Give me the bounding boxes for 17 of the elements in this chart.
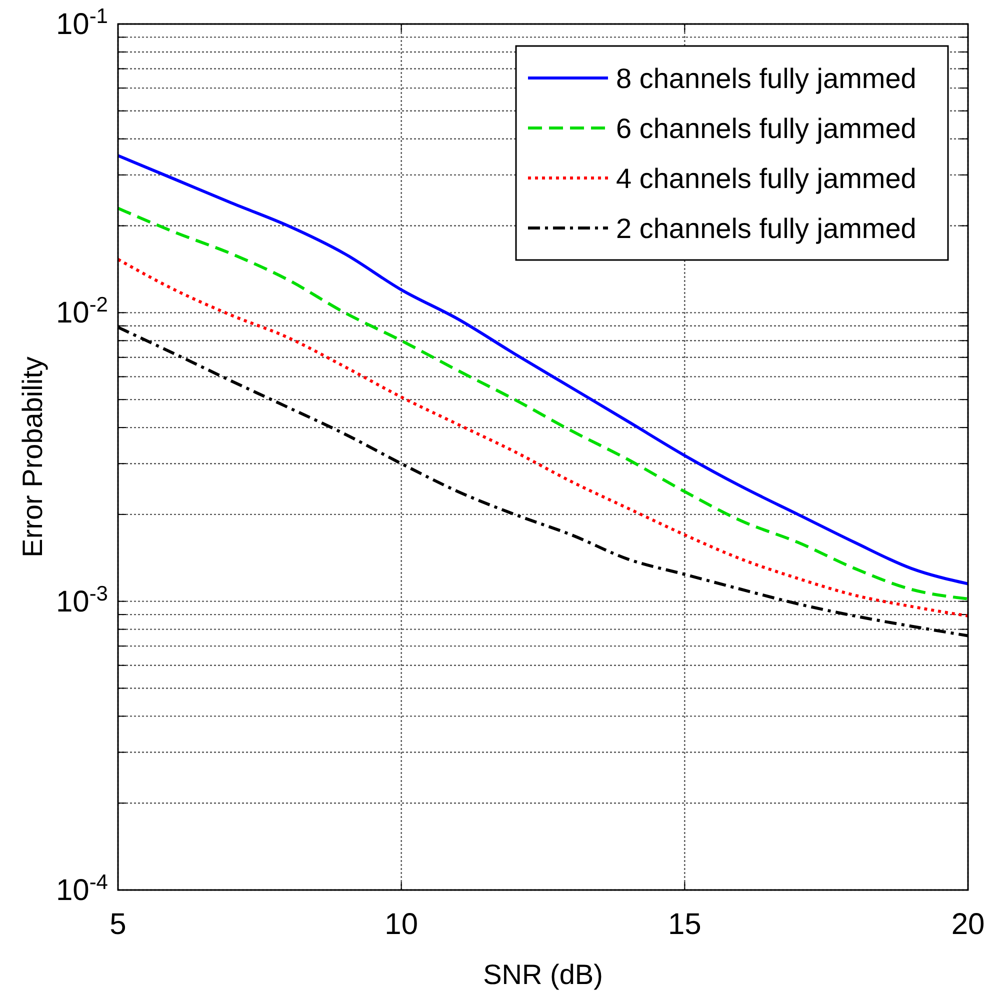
x-tick-label: 15 <box>668 908 702 941</box>
line-series <box>116 206 970 600</box>
legend-label: 8 channels fully jammed <box>616 63 916 94</box>
y-tick-label: 10$^{-1}$ <box>56 4 108 41</box>
line-series <box>116 154 970 586</box>
y-tick-label: 10$^{-3}$ <box>56 582 108 618</box>
legend-label: 6 channels fully jammed <box>616 113 916 144</box>
y-axis-title: Error Probability <box>17 356 48 558</box>
line-series <box>116 258 970 618</box>
x-tick-label: 10 <box>384 908 418 941</box>
x-tick-label: 5 <box>110 908 126 941</box>
x-axis-title: SNR (dB) <box>483 959 603 990</box>
x-tick-label: 20 <box>951 908 985 941</box>
y-tick-label: 10$^{-4}$ <box>56 870 108 907</box>
legend-label: 2 channels fully jammed <box>616 213 916 244</box>
legend-label: 4 channels fully jammed <box>616 163 916 194</box>
y-tick-label: 10$^{-2}$ <box>56 293 108 330</box>
